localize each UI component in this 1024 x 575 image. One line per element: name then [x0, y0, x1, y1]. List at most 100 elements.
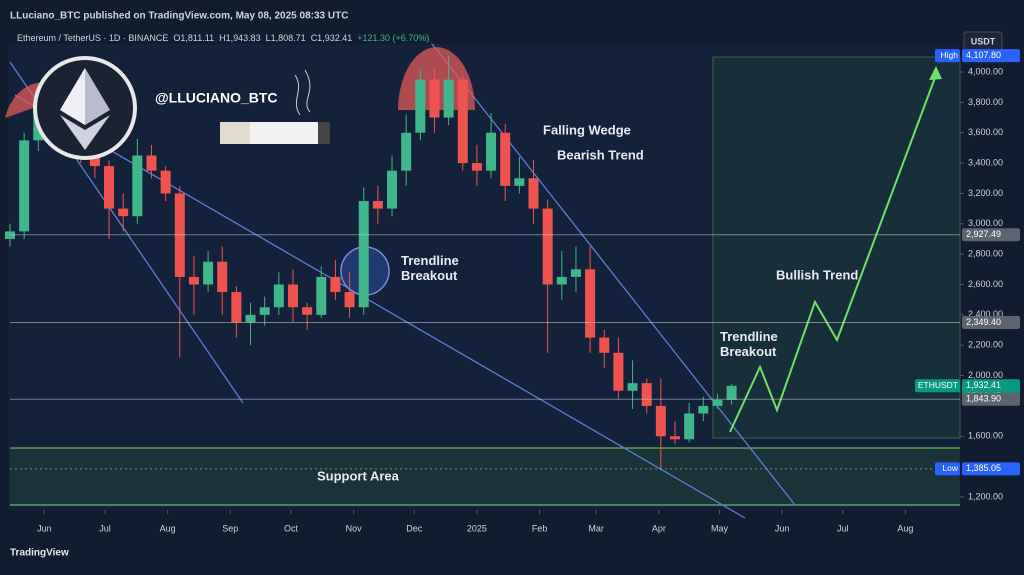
level-label: 1,843.90: [966, 394, 1001, 404]
x-tick-label: Jun: [37, 523, 52, 533]
level-box: [962, 49, 1020, 63]
candle-body: [203, 261, 214, 285]
candle-body: [188, 276, 199, 285]
publisher: LLuciano_BTC published on TradingView.co…: [10, 11, 348, 22]
x-tick-label: Sep: [222, 523, 238, 533]
legend-item: L1,808.71: [266, 33, 306, 43]
x-tick-label: 2025: [467, 523, 487, 533]
projection-arrow: [729, 74, 937, 433]
annotation: Bearish Trend: [557, 147, 644, 162]
candle-body: [486, 132, 497, 171]
x-tick-label: Nov: [346, 523, 363, 533]
annotation-line: Trendline: [401, 253, 459, 268]
x-tick-label: Aug: [160, 523, 176, 533]
candle-body: [528, 178, 539, 209]
annotation: Support Area: [317, 468, 400, 483]
y-tick-label: 2,600.00: [968, 279, 1003, 289]
level-name: ETHUSDT: [918, 380, 958, 390]
candle-body: [670, 436, 680, 440]
x-tick-label: Aug: [897, 523, 913, 533]
x-tick-label: Apr: [652, 523, 666, 533]
eth-logo: [60, 68, 85, 125]
x-tick-label: Jun: [775, 523, 790, 533]
candle-body: [429, 79, 440, 118]
annotation: Bullish Trend: [776, 267, 858, 282]
y-tick-label: 3,400.00: [968, 157, 1003, 167]
candle-body: [542, 208, 553, 285]
level-box: [962, 462, 1020, 476]
candle-body: [415, 79, 426, 133]
candle-body: [287, 284, 298, 308]
candle-body: [556, 276, 567, 285]
annotation: Trendline Breakout: [720, 329, 778, 359]
legend-item: C1,932.41: [311, 33, 353, 43]
y-tick-label: 3,200.00: [968, 188, 1003, 198]
candle-body: [443, 79, 454, 118]
candle-body: [372, 201, 383, 209]
annotation-line: Trendline: [720, 329, 778, 344]
level-label: 2,927.49: [966, 229, 1001, 239]
y-tick-label: 2,200.00: [968, 340, 1003, 350]
level-label: 1,385.05: [966, 463, 1001, 473]
candle-body: [358, 201, 369, 308]
symbol-legend: Ethereum / TetherUS · 1D · BINANCE O1,811…: [17, 33, 429, 43]
level-name: Low: [942, 463, 958, 473]
y-tick-label: 2,000.00: [968, 370, 1003, 380]
support-area: [10, 448, 960, 505]
candle-body: [500, 132, 511, 186]
y-tick-label: 4,000.00: [968, 66, 1003, 76]
candle-body: [627, 383, 638, 391]
x-tick-label: Oct: [284, 523, 299, 533]
y-tick-label: 3,600.00: [968, 127, 1003, 137]
x-tick-label: Mar: [588, 523, 604, 533]
smoke: [294, 69, 311, 116]
candle-body: [570, 269, 581, 277]
candle-body: [273, 284, 284, 308]
eth-logo: [60, 115, 110, 150]
candle-body: [401, 132, 412, 171]
y-tick-label: 1,600.00: [968, 431, 1003, 441]
candle-body: [457, 79, 468, 164]
candle-body: [655, 405, 666, 437]
candle-body: [302, 307, 313, 315]
currency: USDT: [971, 36, 996, 46]
candle-body: [641, 383, 652, 406]
candle-body: [217, 261, 228, 293]
arrow-head: [929, 66, 942, 80]
y-tick-label: 2,800.00: [968, 249, 1003, 259]
annotation: Falling Wedge: [543, 122, 631, 137]
level-name: High: [941, 50, 959, 60]
candle-body: [231, 292, 242, 323]
candle-body: [160, 170, 171, 194]
candle-body: [712, 399, 723, 406]
candle-body: [245, 314, 256, 323]
candle-body: [698, 405, 709, 414]
cigarette: [318, 122, 330, 144]
y-tick-label: 2,400.00: [968, 309, 1003, 319]
candle-body: [684, 413, 695, 440]
level-name-box: [915, 379, 960, 393]
level-box: [962, 392, 1020, 406]
y-tick-label: 3,800.00: [968, 97, 1003, 107]
level-name-box: [935, 49, 960, 63]
legend-item: Ethereum / TetherUS · 1D · BINANCE: [17, 33, 168, 43]
level-box: [962, 228, 1020, 242]
candle-body: [330, 276, 341, 293]
legend-item: +121.30 (+6.70%): [357, 33, 429, 43]
author: @LLUCIANO_BTC: [155, 90, 278, 106]
legend-bg: [8, 30, 960, 44]
candle-body: [104, 166, 115, 209]
legend-item: O1,811.11: [173, 33, 214, 43]
cigarette: [220, 122, 250, 144]
level-label: 1,932.41: [966, 380, 1001, 390]
level-label: 2,349.40: [966, 317, 1001, 327]
annotation: Trendline Breakout: [401, 253, 459, 283]
candle-body: [726, 385, 737, 400]
x-tick-label: Jul: [99, 523, 111, 533]
candle-body: [585, 269, 596, 338]
candle-body: [316, 276, 327, 315]
brand: TradingView: [10, 548, 69, 559]
candle-body: [514, 178, 525, 186]
annotation-line: Breakout: [401, 268, 458, 283]
x-tick-label: Jul: [837, 523, 849, 533]
